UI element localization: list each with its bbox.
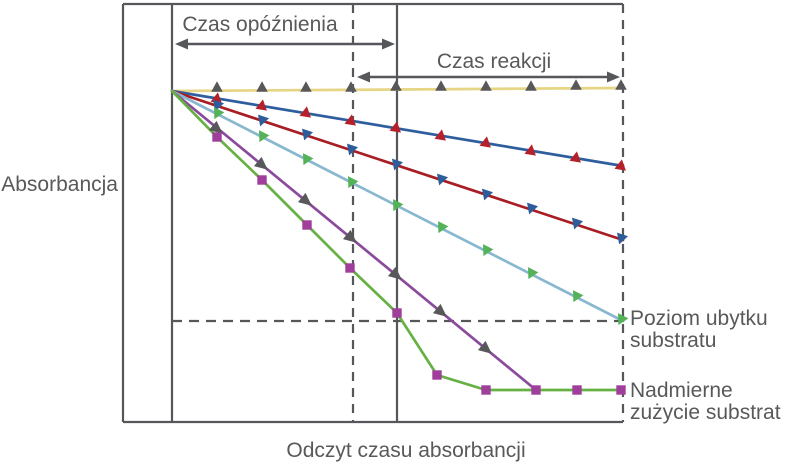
series-3-medium-triangle-down-marker-icon [572,217,584,230]
series-5-faster-markers [208,120,492,354]
series-4-fast-markers [214,107,629,326]
series-4-fast-triangle-down-marker-icon [348,176,359,189]
series-5-faster-arrow-marker-icon [342,229,357,243]
series-2-slow-triangle-up-marker-icon [524,144,536,156]
series-5-faster-arrow-marker-icon [432,303,447,317]
series-4-fast-triangle-down-marker-icon [483,244,494,257]
series-1-flat-markers [211,79,627,92]
series-4-fast-triangle-down-marker-icon [303,153,314,166]
series-3-medium-triangle-down-marker-icon [527,202,539,215]
series-6-substrate-depleted-square-marker-icon [616,385,626,395]
series-6-substrate-depleted-square-marker-icon [572,385,582,395]
delay-time-arrow-right-arrowhead-icon [382,38,395,50]
y-axis-label: Absorbancja [1,173,118,196]
series-2-slow-triangle-up-marker-icon [389,121,401,133]
series-5-faster-arrow-marker-icon [297,192,312,206]
series-2-slow-triangle-up-marker-icon [614,159,626,171]
guide-lines [121,2,625,424]
series-6-substrate-depleted-square-marker-icon [345,263,355,273]
series-1-flat-triangle-up-marker-icon [390,80,402,91]
reaction-time-arrow-right-arrowhead-icon [607,71,620,83]
series-3-medium-triangle-down-marker-icon [347,143,359,156]
excess-consumption-label-line2: zużycie substrat [630,401,781,424]
series-2-slow-triangle-up-marker-icon [344,114,356,126]
series-2-slow-triangle-up-marker-icon [434,129,446,141]
x-axis-label: Odczyt czasu absorbancji [286,439,525,462]
delay-time-arrow-left-arrowhead-icon [175,38,188,50]
series-6-substrate-depleted-square-marker-icon [392,308,402,318]
series-4-fast-triangle-down-marker-icon [259,130,270,143]
series-4-fast-triangle-down-marker-icon [573,290,584,303]
text-labels: Absorbancja Odczyt czasu absorbancji Cza… [1,13,780,462]
time-span-arrows [175,38,620,83]
series-4-fast-triangle-down-marker-icon [438,221,449,234]
series-1-flat-triangle-up-marker-icon [300,81,312,92]
substrate-level-label-line1: Poziom ubytku [630,307,768,330]
delay-time-label: Czas opóźnienia [182,13,338,36]
series-1-flat-triangle-up-marker-icon [570,79,582,90]
series-2-slow-markers [210,92,626,171]
series-6-substrate-depleted-square-marker-icon [481,385,491,395]
series-5-faster-arrow-marker-icon [208,120,223,134]
series-1-flat-triangle-up-marker-icon [480,80,492,91]
series-2-slow-triangle-up-marker-icon [255,99,267,111]
series-1-flat-triangle-up-marker-icon [615,79,627,90]
series-1-flat-triangle-up-marker-icon [525,80,537,91]
series-6-substrate-depleted-markers [212,132,626,395]
series-3-medium-triangle-down-marker-icon [302,128,314,141]
data-series [170,79,629,395]
series-4-fast-triangle-down-marker-icon [618,313,629,326]
substrate-level-label-line2: substratu [630,329,716,352]
excess-consumption-label-line1: Nadmierne [630,379,733,402]
series-4-fast-triangle-down-marker-icon [214,107,225,120]
reaction-time-arrow-left-arrowhead-icon [357,71,370,83]
series-5-faster-arrow-marker-icon [387,266,402,280]
series-2-slow-triangle-up-marker-icon [569,151,581,163]
series-6-substrate-depleted-square-marker-icon [302,220,312,230]
series-2-slow-triangle-up-marker-icon [299,106,311,118]
series-4-fast-triangle-down-marker-icon [393,199,404,212]
series-1-flat-triangle-up-marker-icon [345,81,357,92]
series-5-faster-arrow-marker-icon [253,156,268,170]
series-6-substrate-depleted-square-marker-icon [257,175,267,185]
series-6-substrate-depleted-square-marker-icon [212,132,222,142]
series-2-slow-triangle-up-marker-icon [479,136,491,148]
reaction-time-label: Czas reakcji [437,50,551,73]
delay-time-arrow [175,38,395,50]
series-5-faster-arrow-marker-icon [477,340,492,354]
series-3-medium-markers [213,99,629,245]
series-6-substrate-depleted-square-marker-icon [531,385,541,395]
series-3-medium-triangle-down-marker-icon [258,114,270,127]
series-3-medium-triangle-down-marker-icon [437,173,449,186]
reaction-time-arrow [357,71,620,83]
series-1-flat-triangle-up-marker-icon [256,81,268,92]
series-6-substrate-depleted-square-marker-icon [432,370,442,380]
series-4-fast-triangle-down-marker-icon [528,267,539,280]
series-3-medium-triangle-down-marker-icon [392,158,404,171]
series-3-medium-triangle-down-marker-icon [617,232,629,245]
series-3-medium-triangle-down-marker-icon [482,188,494,201]
series-1-flat-triangle-up-marker-icon [211,81,223,92]
series-1-flat-triangle-up-marker-icon [435,80,447,91]
